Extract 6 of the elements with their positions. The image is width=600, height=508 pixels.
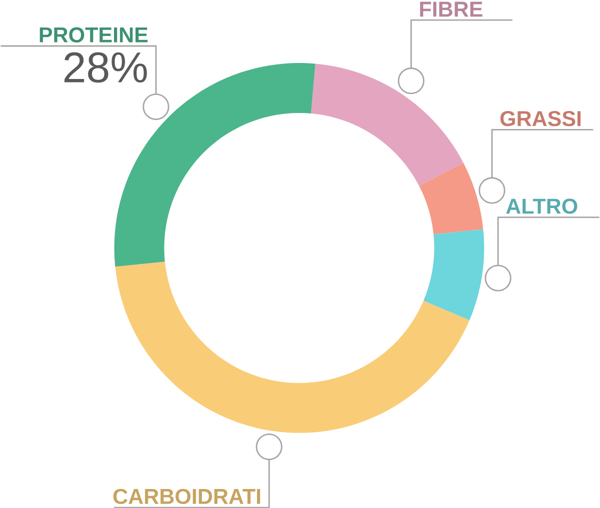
slice-label: GRASSI (500, 110, 581, 126)
slice-label: CARBOIDRATI (113, 488, 260, 504)
slice-label: PROTEINE (40, 27, 148, 42)
slice-label: FIBRE (420, 2, 482, 16)
slice-label: ALTRO (506, 198, 578, 214)
data-label: 28% (64, 52, 147, 83)
